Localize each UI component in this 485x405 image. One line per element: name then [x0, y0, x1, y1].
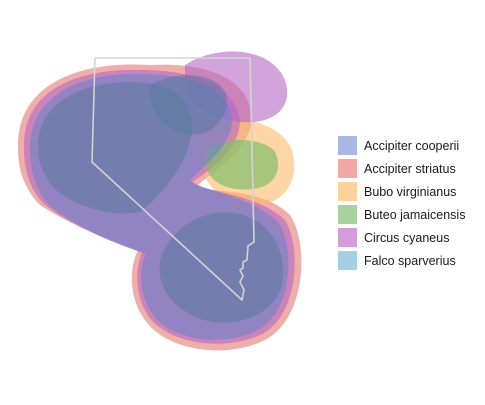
- legend-label: Accipiter striatus: [364, 161, 456, 176]
- legend-swatch: [338, 182, 357, 201]
- range-map-canvas: [17, 51, 302, 351]
- range-falco-sparverius: [37, 75, 284, 323]
- legend-swatch: [338, 159, 357, 178]
- legend-item-bubo-virginianus: Bubo virginianus: [338, 180, 478, 203]
- legend-label: Bubo virginianus: [364, 184, 457, 199]
- legend-label: Accipiter cooperii: [364, 138, 460, 153]
- range-buteo-jamaicensis: [205, 140, 279, 190]
- legend-label: Falco sparverius: [364, 253, 456, 268]
- state-outline: [91, 57, 255, 301]
- legend-item-falco-sparverius: Falco sparverius: [338, 249, 478, 272]
- legend-label: Circus cyaneus: [364, 230, 450, 245]
- legend-swatch: [338, 228, 357, 247]
- legend-item-circus-cyaneus: Circus cyaneus: [338, 226, 478, 249]
- legend: Accipiter cooperii Accipiter striatus Bu…: [338, 134, 478, 272]
- legend-swatch: [338, 136, 357, 155]
- legend-swatch: [338, 251, 357, 270]
- legend-item-accipiter-striatus: Accipiter striatus: [338, 157, 478, 180]
- legend-swatch: [338, 205, 357, 224]
- range-map: [17, 51, 302, 351]
- legend-item-buteo-jamaicensis: Buteo jamaicensis: [338, 203, 478, 226]
- legend-item-accipiter-cooperii: Accipiter cooperii: [338, 134, 478, 157]
- legend-label: Buteo jamaicensis: [364, 207, 466, 222]
